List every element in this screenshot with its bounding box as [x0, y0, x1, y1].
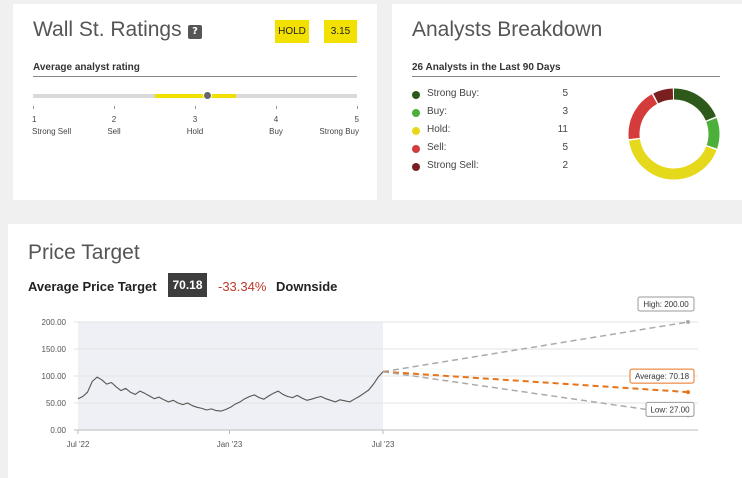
legend-dot: [412, 145, 420, 153]
projection-line-average: [382, 370, 689, 394]
y-tick-label: 200.00: [42, 318, 67, 327]
x-tick-label: Jul '22: [67, 440, 90, 449]
legend-row: Hold: 11: [412, 124, 572, 138]
legend-row: Strong Sell: 2: [412, 160, 572, 174]
legend-dot: [412, 91, 420, 99]
scale-tick: [114, 106, 115, 109]
average-rating-subtitle: Average analyst rating: [33, 62, 140, 73]
legend-label: Buy:: [427, 106, 448, 117]
x-tick-label: Jul '23: [372, 440, 395, 449]
projection-label-high: High: 200.00: [643, 300, 689, 309]
wall-st-ratings-card: Wall St. Ratings ? HOLD 3.15 Average ana…: [13, 4, 377, 200]
projection-label-low: Low: 27.00: [650, 405, 690, 414]
y-tick-label: 150.00: [42, 345, 67, 354]
y-tick-label: 0.00: [50, 426, 66, 435]
legend-label: Sell:: [427, 142, 447, 153]
breakdown-title: Analysts Breakdown: [412, 18, 603, 41]
scale-tick-number: 5: [354, 115, 359, 124]
analysts-donut-chart: [628, 88, 720, 180]
legend-count: 11: [557, 124, 568, 135]
scale-tick: [357, 106, 358, 109]
legend-label: Strong Sell:: [427, 160, 479, 171]
x-tick-label: Jan '23: [217, 440, 243, 449]
scale-tick-number: 3: [192, 115, 198, 124]
donut-slice[interactable]: [628, 88, 720, 180]
scale-tick-label: Strong Sell: [32, 127, 72, 136]
legend-label: Hold:: [427, 124, 451, 135]
ratings-title: Wall St. Ratings: [33, 18, 182, 41]
legend-dot: [412, 109, 420, 117]
projection-label-box: [637, 296, 695, 312]
downside-label: Downside: [276, 279, 338, 294]
scale-tick-number: 1: [32, 115, 37, 124]
divider: [33, 76, 357, 77]
projection-line-high: [382, 321, 689, 373]
price-target-title: Price Target: [28, 241, 140, 264]
y-tick-label: 100.00: [42, 372, 67, 381]
scale-tick-number: 4: [273, 115, 279, 124]
divider: [412, 76, 720, 77]
legend-dot: [412, 163, 420, 171]
rating-marker: [202, 91, 212, 100]
projection-label-box: [645, 401, 695, 417]
donut-slice[interactable]: [628, 88, 720, 180]
donut-slice[interactable]: [628, 88, 720, 180]
question-icon[interactable]: ?: [188, 25, 202, 39]
scale-tick: [195, 106, 196, 109]
rating-range-fill: [154, 94, 236, 98]
projection-label-average: Average: 70.18: [635, 372, 690, 381]
projection-label-box: [629, 368, 695, 384]
donut-slice[interactable]: [628, 88, 720, 180]
legend-row: Strong Buy: 5: [412, 88, 572, 102]
projection-line-low: [382, 370, 689, 417]
scale-tick-label: Strong Buy: [319, 127, 359, 136]
legend-count: 5: [562, 142, 568, 153]
projection-point-high: [686, 320, 690, 324]
scale-tick-label: Hold: [186, 127, 204, 136]
projection-point-average: [686, 390, 690, 395]
scale-tick-label: Sell: [107, 127, 121, 136]
scale-tick: [33, 106, 34, 109]
scale-tick-label: Buy: [269, 127, 283, 136]
y-tick-label: 50.00: [46, 399, 67, 408]
price-target-card: Price Target Average Price Target 70.18 …: [8, 224, 742, 478]
analysts-breakdown-card: Analysts Breakdown 26 Analysts in the La…: [392, 4, 742, 200]
average-price-target-label: Average Price Target: [28, 279, 157, 294]
downside-percent: -33.34%: [218, 279, 267, 294]
legend-count: 3: [562, 106, 568, 117]
price-history-line: [77, 371, 384, 412]
legend-label: Strong Buy:: [427, 88, 480, 99]
rating-score-badge: 3.15: [324, 20, 357, 43]
rating-scale-track: [33, 91, 357, 100]
rating-badge: HOLD: [275, 20, 309, 43]
scale-tick-number: 2: [111, 115, 117, 124]
legend-count: 5: [562, 88, 568, 99]
breakdown-subtitle: 26 Analysts in the Last 90 Days: [412, 62, 561, 73]
legend-row: Sell: 5: [412, 142, 572, 156]
average-price-target-value: 70.18: [168, 273, 207, 297]
scale-tick: [276, 106, 277, 109]
legend-count: 2: [562, 160, 568, 171]
legend-row: Buy: 3: [412, 106, 572, 120]
legend-dot: [412, 127, 420, 135]
